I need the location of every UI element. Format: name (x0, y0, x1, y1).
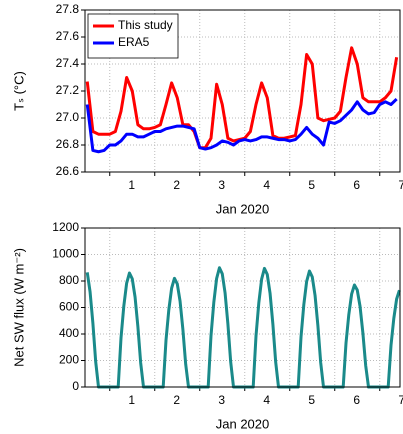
x-tick-label: 5 (308, 393, 315, 407)
x-tick-label: 2 (173, 178, 180, 192)
y-tick-label: 0 (72, 379, 79, 393)
y-tick-label: 26.6 (56, 164, 80, 178)
y-axis-label: Net SW flux (W m⁻²) (11, 248, 26, 367)
y-tick-label: 400 (59, 326, 79, 340)
x-tick-label: 4 (263, 393, 270, 407)
x-axis-label: Jan 2020 (216, 201, 270, 216)
x-tick-label: 3 (218, 178, 225, 192)
y-tick-label: 27.2 (56, 83, 80, 97)
x-tick-label: 7 (398, 393, 403, 407)
x-tick-label: 6 (353, 393, 360, 407)
series-line (85, 98, 398, 154)
x-tick-label: 2 (173, 393, 180, 407)
legend-label: This study (118, 18, 173, 32)
y-tick-label: 1000 (52, 247, 79, 261)
x-tick-label: 3 (218, 393, 225, 407)
x-tick-label: 1 (128, 393, 135, 407)
x-tick-label: 7 (398, 178, 403, 192)
y-tick-label: 27.6 (56, 29, 80, 43)
x-tick-label: 1 (128, 178, 135, 192)
x-tick-label: 5 (308, 178, 315, 192)
x-axis-label: Jan 2020 (216, 416, 270, 431)
y-axis-label: Tₛ (°C) (11, 71, 26, 111)
y-tick-label: 1200 (52, 220, 79, 234)
x-tick-label: 6 (353, 178, 360, 192)
y-tick-label: 27.0 (56, 110, 80, 124)
plot-frame (84, 227, 401, 388)
y-tick-label: 26.8 (56, 137, 80, 151)
legend-box (87, 13, 179, 59)
y-tick-label: 800 (59, 273, 79, 287)
legend-label: ERA5 (118, 35, 150, 49)
x-tick-label: 4 (263, 178, 270, 192)
y-tick-label: 200 (59, 353, 79, 367)
y-tick-label: 27.8 (56, 2, 80, 16)
y-tick-label: 27.4 (56, 56, 80, 70)
plot-frame (84, 9, 401, 173)
y-tick-label: 600 (59, 300, 79, 314)
